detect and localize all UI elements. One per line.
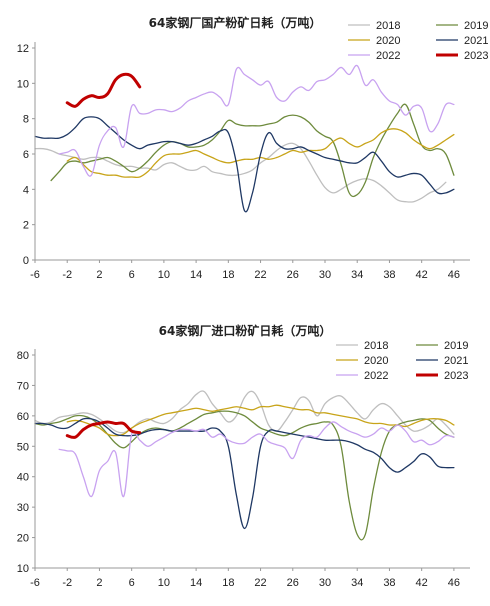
legend-label-2022: 2022: [376, 50, 400, 62]
y-tick-label: 10: [17, 78, 29, 90]
y-tick-label: 40: [17, 472, 29, 484]
x-tick-label: 42: [416, 577, 428, 589]
legend-label-2019: 2019: [444, 340, 468, 352]
series-line-2019: [50, 103, 455, 198]
x-tick-label: 2: [96, 269, 102, 281]
y-tick-label: 10: [17, 563, 29, 575]
x-tick-label: 30: [319, 577, 331, 589]
y-tick-label: 70: [17, 380, 29, 392]
series-line-2021: [34, 417, 455, 530]
y-tick-label: 20: [17, 533, 29, 545]
x-tick-label: 14: [190, 577, 202, 589]
x-tick-label: 38: [383, 577, 395, 589]
legend-label-2021: 2021: [464, 35, 488, 47]
x-tick-label: 10: [158, 269, 170, 281]
legend-label-2022: 2022: [364, 370, 388, 382]
x-tick-label: 22: [254, 577, 266, 589]
series-line-2020: [66, 404, 455, 437]
chart-title: 64家钢厂进口粉矿日耗（万吨）: [159, 323, 332, 338]
legend-label-2023: 2023: [464, 50, 488, 62]
x-tick-label: 46: [448, 577, 460, 589]
y-tick-label: 50: [17, 441, 29, 453]
x-tick-label: 34: [351, 269, 363, 281]
series-line-2020: [66, 128, 455, 179]
x-tick-label: -6: [30, 577, 40, 589]
y-tick-label: 6: [23, 149, 29, 161]
legend-label-2019: 2019: [464, 20, 488, 32]
x-tick-label: 34: [351, 577, 363, 589]
legend-label-2020: 2020: [364, 355, 388, 367]
legend-label-2020: 2020: [376, 35, 400, 47]
series-line-2021: [34, 116, 455, 213]
x-tick-label: 6: [129, 269, 135, 281]
x-tick-label: 22: [254, 269, 266, 281]
x-tick-label: 10: [158, 577, 170, 589]
x-tick-label: 2: [96, 577, 102, 589]
legend-label-2018: 2018: [364, 340, 388, 352]
x-tick-label: 46: [448, 269, 460, 281]
x-tick-label: 30: [319, 269, 331, 281]
legend-label-2023: 2023: [444, 370, 468, 382]
series-line-2022: [58, 64, 455, 177]
y-tick-label: 80: [17, 350, 29, 362]
x-tick-label: 18: [222, 577, 234, 589]
legend-label-2021: 2021: [444, 355, 468, 367]
x-tick-label: 38: [383, 269, 395, 281]
chart-title: 64家钢厂国产粉矿日耗（万吨）: [149, 15, 322, 30]
series-line-2023: [65, 420, 142, 439]
x-tick-label: -2: [62, 269, 72, 281]
y-tick-label: 8: [23, 114, 29, 126]
y-tick-label: 12: [17, 43, 29, 55]
x-tick-label: -6: [30, 269, 40, 281]
series-line-2023: [65, 72, 142, 108]
y-tick-label: 30: [17, 502, 29, 514]
x-tick-label: 26: [287, 269, 299, 281]
x-tick-label: 42: [416, 269, 428, 281]
series-line-2022: [58, 421, 455, 498]
x-tick-label: -2: [62, 577, 72, 589]
x-tick-label: 14: [190, 269, 202, 281]
legend-label-2018: 2018: [376, 20, 400, 32]
series-line-2019: [34, 410, 455, 541]
y-tick-label: 4: [23, 184, 29, 196]
x-tick-label: 6: [129, 577, 135, 589]
y-tick-label: 60: [17, 411, 29, 423]
x-tick-label: 26: [287, 577, 299, 589]
x-tick-label: 18: [222, 269, 234, 281]
series-line-2018: [34, 142, 447, 203]
y-tick-label: 0: [23, 255, 29, 267]
y-tick-label: 2: [23, 220, 29, 232]
